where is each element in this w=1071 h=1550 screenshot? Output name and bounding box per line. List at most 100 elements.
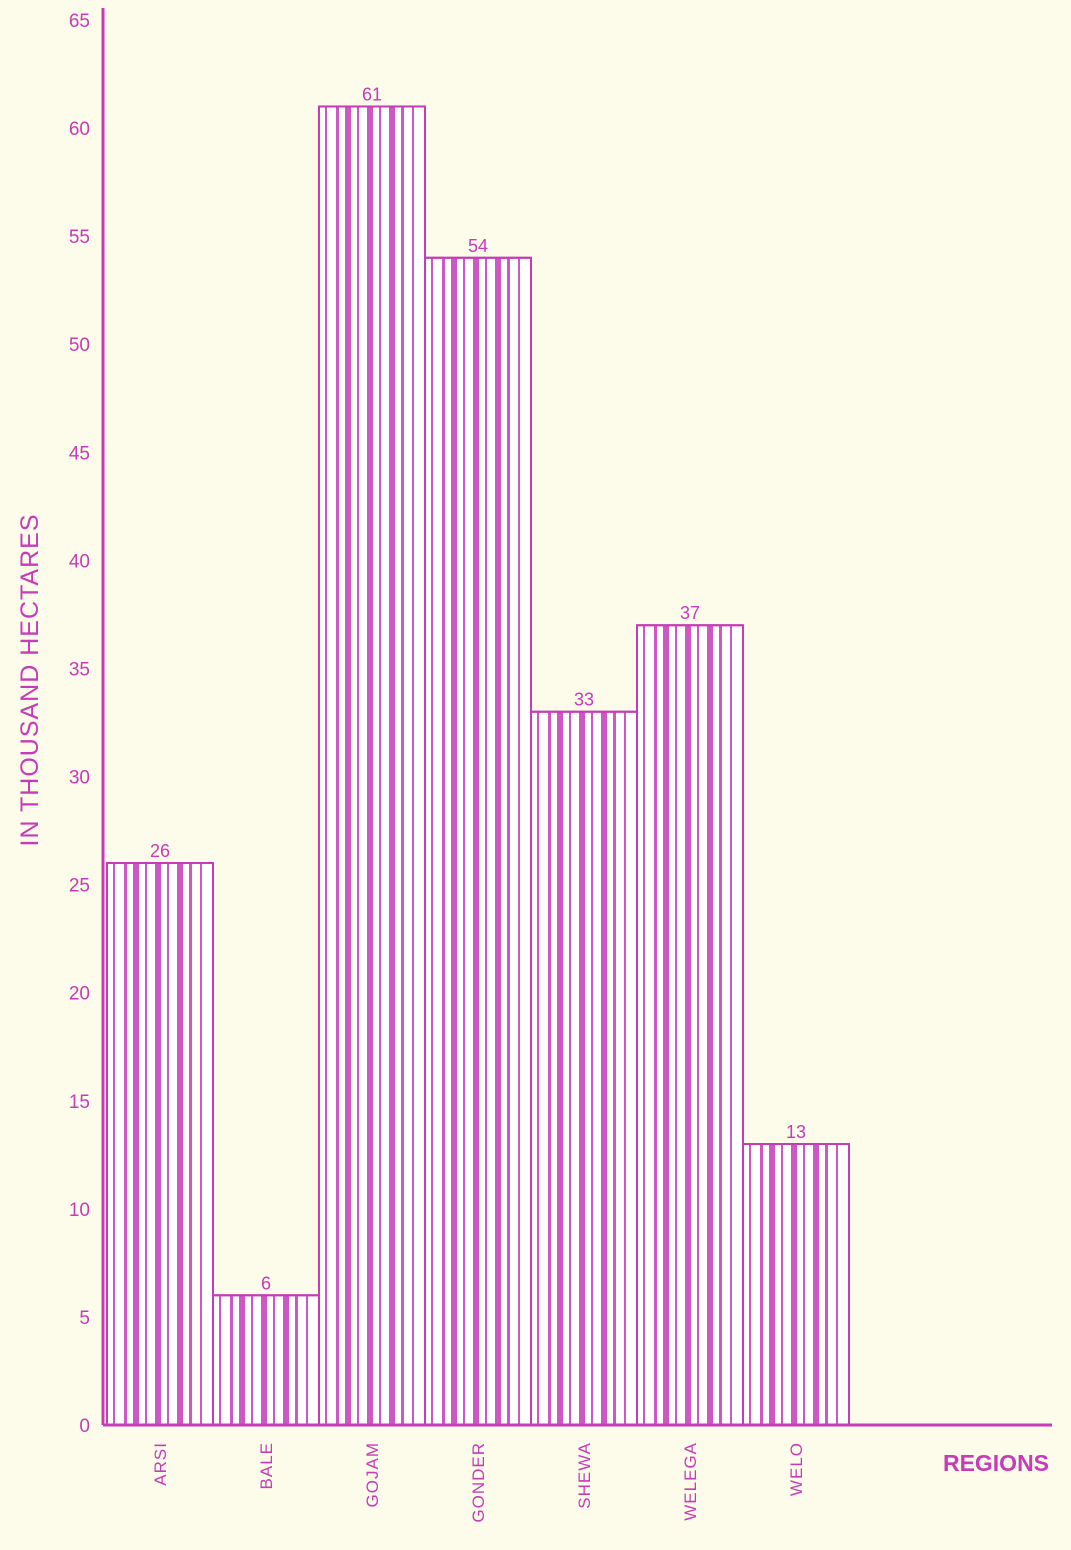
y-tick-label: 15 xyxy=(69,1092,90,1113)
bar-welega xyxy=(636,624,744,1426)
value-label: 37 xyxy=(680,603,700,623)
bar-stripe xyxy=(239,1295,245,1425)
bar-stripe xyxy=(230,1295,233,1425)
bar-stripe xyxy=(367,106,373,1425)
bar-stripe xyxy=(685,625,691,1425)
bar-stripe xyxy=(707,625,713,1425)
bar-stripe xyxy=(697,625,699,1425)
bar-stripe xyxy=(473,257,479,1425)
bar-stripe xyxy=(336,106,339,1425)
bar-arsi xyxy=(106,862,214,1426)
value-labels-group: 26 6 61 54 33 37 13 xyxy=(150,84,806,1293)
bar-stripe xyxy=(537,711,539,1425)
bar-stripe xyxy=(836,1144,838,1425)
bar-stripe xyxy=(825,1144,828,1425)
bar-stripe xyxy=(133,863,139,1425)
y-tick-label: 30 xyxy=(69,768,90,789)
x-tick-label: ARSI xyxy=(151,1442,170,1486)
bar-stripe xyxy=(177,863,183,1425)
y-ticks-group: 0 5 10 15 20 25 30 35 40 45 50 55 60 65 xyxy=(69,11,90,1437)
bar-stripe xyxy=(155,863,161,1425)
bar-stripe xyxy=(325,106,327,1425)
bar-stripe xyxy=(730,625,732,1425)
y-tick-label: 25 xyxy=(69,876,90,897)
bar-stripe xyxy=(813,1144,819,1425)
bar-stripe xyxy=(283,1295,289,1425)
axes-group xyxy=(101,8,1052,1427)
x-tick-label: GOJAM xyxy=(363,1442,382,1507)
bar-stripe xyxy=(295,1295,298,1425)
bar-stripe xyxy=(781,1144,783,1425)
bar-stripe xyxy=(601,711,607,1425)
y-tick-label: 65 xyxy=(69,11,90,32)
bars-group xyxy=(106,105,850,1427)
bar-stripe xyxy=(401,106,404,1425)
x-ticks-group: ARSI BALE GOJAM GONDER SHEWA WELEGA WELO xyxy=(151,1442,806,1523)
bar-shewa xyxy=(530,710,638,1426)
bar-stripe xyxy=(431,257,433,1425)
bar-stripe xyxy=(803,1144,805,1425)
value-label: 26 xyxy=(150,841,170,861)
bar-stripe xyxy=(200,863,202,1425)
bar-stripe xyxy=(719,625,722,1425)
bar-welo xyxy=(742,1143,850,1426)
bar-stripe xyxy=(389,106,395,1425)
bar-stripe xyxy=(273,1295,275,1425)
x-axis-label: REGIONS xyxy=(943,1450,1049,1476)
bar-stripe xyxy=(507,257,510,1425)
bar-stripe xyxy=(251,1295,253,1425)
bar-stripe xyxy=(113,863,115,1425)
bar-stripe xyxy=(412,106,414,1425)
y-tick-label: 50 xyxy=(69,335,90,356)
x-tick-label: BALE xyxy=(257,1442,276,1489)
bar-stripe xyxy=(145,863,147,1425)
bar-stripe xyxy=(591,711,593,1425)
bar-gonder xyxy=(424,256,532,1426)
value-label: 61 xyxy=(362,84,382,104)
y-tick-label: 45 xyxy=(69,443,90,464)
bar-stripe xyxy=(463,257,465,1425)
bar-stripe xyxy=(654,625,657,1425)
x-tick-label: WELO xyxy=(787,1442,806,1496)
bar-stripe xyxy=(442,257,445,1425)
bar-stripe xyxy=(306,1295,308,1425)
bar-stripe xyxy=(791,1144,797,1425)
value-label: 33 xyxy=(574,690,594,710)
bar-stripe xyxy=(613,711,616,1425)
bar-stripe xyxy=(518,257,520,1425)
bar-stripe xyxy=(643,625,645,1425)
y-tick-label: 0 xyxy=(79,1416,90,1437)
y-tick-label: 5 xyxy=(79,1308,90,1329)
y-tick-label: 35 xyxy=(69,659,90,680)
y-tick-label: 10 xyxy=(69,1200,90,1221)
bar-stripe xyxy=(569,711,571,1425)
bar-stripe xyxy=(451,257,457,1425)
y-tick-label: 20 xyxy=(69,984,90,1005)
bar-stripe xyxy=(760,1144,763,1425)
bar-stripe xyxy=(261,1295,267,1425)
bar-stripe xyxy=(624,711,626,1425)
bar-stripe xyxy=(579,711,585,1425)
bar-stripe xyxy=(485,257,487,1425)
bar-stripe xyxy=(769,1144,775,1425)
bar-stripe xyxy=(357,106,359,1425)
bar-stripe xyxy=(675,625,677,1425)
bar-stripe xyxy=(749,1144,751,1425)
bar-gojam xyxy=(318,105,426,1426)
bar-stripe xyxy=(124,863,127,1425)
x-tick-label: GONDER xyxy=(469,1442,488,1523)
bar-stripe xyxy=(557,711,563,1425)
bar-stripe xyxy=(663,625,669,1425)
bar-stripe xyxy=(167,863,169,1425)
y-tick-label: 60 xyxy=(69,119,90,140)
x-tick-label: SHEWA xyxy=(575,1442,594,1509)
bar-bale xyxy=(212,1294,320,1427)
bar-stripe xyxy=(345,106,351,1425)
y-tick-label: 55 xyxy=(69,227,90,248)
bar-stripe xyxy=(189,863,192,1425)
bar-stripe xyxy=(379,106,381,1425)
y-axis-label: IN THOUSAND HECTARES xyxy=(16,513,44,846)
x-tick-label: WELEGA xyxy=(681,1442,700,1521)
